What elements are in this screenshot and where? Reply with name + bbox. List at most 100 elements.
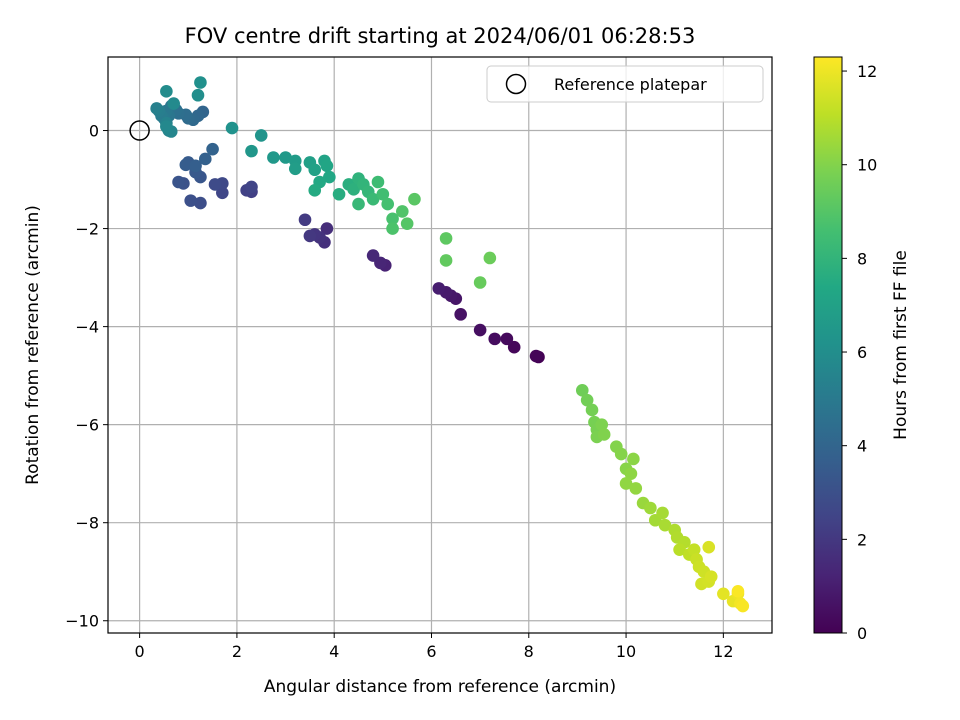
data-point [529, 349, 543, 363]
data-point [245, 180, 258, 194]
data-point [439, 232, 453, 245]
y-axis-label: Rotation from reference (arcmin) [23, 205, 43, 485]
data-point [473, 323, 487, 337]
data-point [198, 152, 212, 166]
x-tick-label: 12 [713, 642, 733, 661]
reference-platepar-marker [129, 120, 150, 141]
legend-box [486, 65, 764, 103]
data-point [396, 205, 409, 218]
y-tick-label: −10 [65, 612, 99, 631]
data-point [386, 212, 399, 226]
data-point [194, 76, 207, 89]
data-point [245, 144, 258, 158]
data-point [366, 249, 380, 262]
data-point [658, 518, 672, 532]
x-tick-label: 2 [232, 642, 242, 661]
x-axis-ticks: 0 2 4 6 8 10 12 [135, 633, 734, 661]
data-point [575, 384, 589, 397]
data-point [371, 175, 385, 189]
data-point [254, 129, 268, 142]
x-tick-label: 8 [524, 642, 534, 661]
colorbar-tick-label: 4 [857, 437, 867, 456]
data-point [500, 332, 514, 346]
data-point [644, 501, 657, 515]
data-points [150, 76, 750, 613]
data-point [179, 158, 193, 172]
data-point [624, 467, 638, 480]
data-point [614, 447, 628, 461]
data-point [191, 88, 205, 102]
data-point [320, 222, 334, 235]
legend-label: Reference platepar [554, 75, 707, 94]
data-point [585, 403, 599, 417]
data-point [279, 151, 292, 164]
data-point [160, 85, 173, 98]
data-point [483, 251, 497, 265]
data-point [702, 540, 716, 554]
data-point [352, 197, 365, 211]
legend: Reference platepar [486, 65, 764, 103]
colorbar: 0 2 4 6 8 10 12 Hours from first FF file [813, 56, 911, 643]
data-point [736, 599, 750, 613]
data-point [580, 393, 594, 407]
colorbar-tick-label: 12 [857, 62, 877, 81]
data-point [731, 585, 745, 598]
data-point [627, 452, 640, 466]
data-point [288, 162, 302, 176]
data-point [432, 282, 446, 295]
data-point [439, 254, 453, 267]
data-point [381, 197, 395, 211]
data-point [366, 192, 380, 206]
data-point [629, 482, 643, 495]
data-point [303, 229, 317, 243]
data-point [473, 276, 487, 289]
data-point [323, 170, 336, 184]
data-point [656, 506, 669, 520]
y-tick-label: 0 [89, 122, 99, 141]
data-point [184, 194, 197, 207]
x-axis-label: Angular distance from reference (arcmin) [264, 677, 616, 697]
data-point [507, 340, 521, 354]
y-tick-label: −2 [75, 220, 99, 239]
x-tick-label: 4 [329, 642, 339, 661]
plot-frame [107, 56, 773, 634]
data-point [194, 196, 207, 210]
data-point [332, 187, 346, 201]
x-tick-label: 0 [135, 642, 145, 661]
data-point [347, 183, 360, 196]
x-tick-label: 10 [616, 642, 636, 661]
colorbar-tick-label: 0 [857, 624, 867, 643]
colorbar-tick-label: 6 [857, 343, 867, 362]
data-point [408, 192, 421, 206]
colorbar-tick-label: 2 [857, 530, 867, 549]
data-point [704, 570, 718, 583]
legend-marker-icon [505, 73, 527, 95]
data-point [687, 543, 701, 556]
data-point [400, 217, 414, 230]
data-point [298, 213, 312, 227]
y-tick-label: −6 [75, 416, 99, 435]
data-point [717, 587, 730, 601]
data-point [160, 120, 173, 133]
y-tick-label: −4 [75, 318, 99, 337]
grid [108, 57, 772, 633]
data-point [488, 332, 502, 346]
data-point [619, 477, 633, 490]
data-point [150, 102, 163, 115]
y-axis-ticks: 0 −2 −4 −6 −8 −10 [65, 122, 108, 631]
data-point [216, 186, 229, 200]
data-point [267, 151, 280, 164]
data-point [189, 159, 202, 173]
chart-title: FOV centre drift starting at 2024/06/01 … [185, 24, 696, 48]
data-point [454, 308, 467, 321]
colorbar-ticks: 0 2 4 6 8 10 12 [842, 62, 877, 643]
data-point [225, 121, 239, 135]
data-point [172, 175, 185, 189]
colorbar-gradient [813, 56, 843, 634]
data-point [376, 187, 390, 201]
colorbar-tick-label: 8 [857, 249, 867, 268]
data-point [308, 184, 322, 197]
data-point [320, 159, 334, 173]
y-tick-label: −8 [75, 514, 99, 533]
